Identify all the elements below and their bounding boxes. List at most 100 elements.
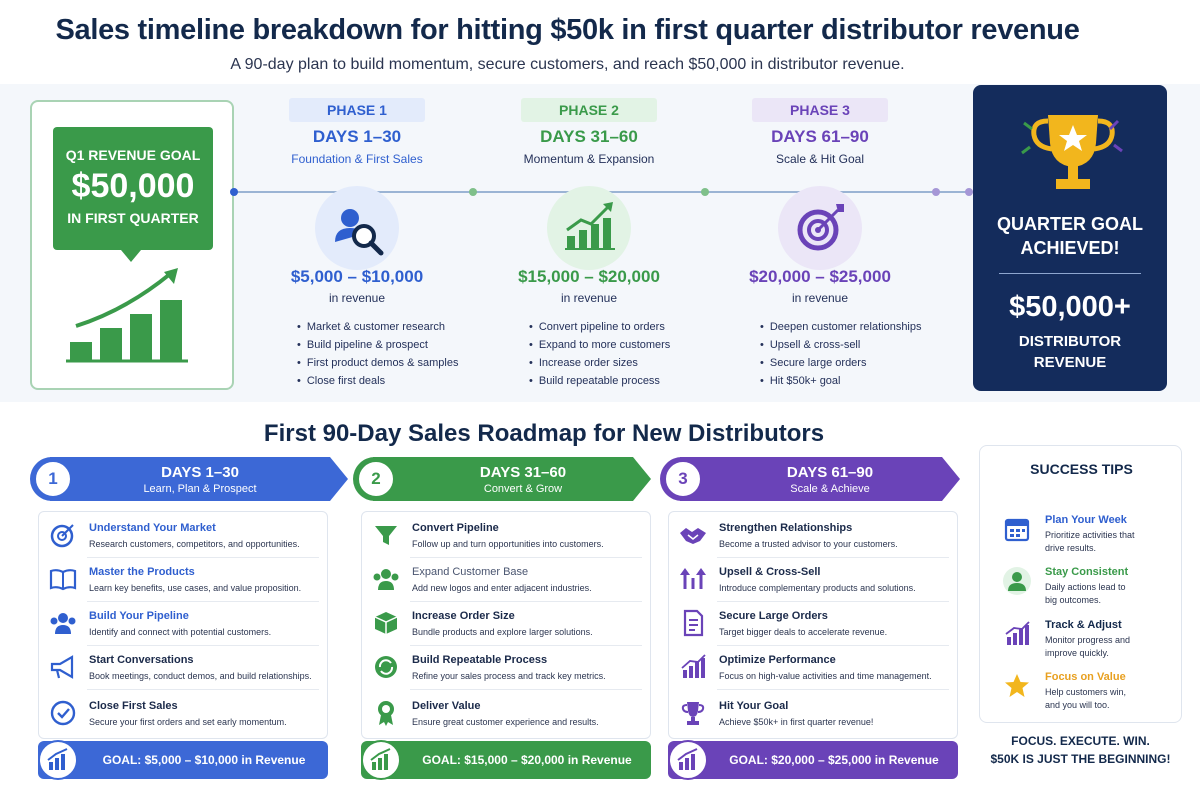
growth-bars-icon: [547, 186, 631, 270]
star-icon: [1005, 674, 1029, 697]
roadmap-days: DAYS 1–30: [161, 464, 239, 481]
phase-bullet-list: Deepen customer relationships Upsell & c…: [760, 318, 940, 390]
list-item: Strengthen Relationships Become a truste…: [669, 514, 959, 558]
roadmap-days: DAYS 31–60: [479, 464, 567, 481]
divider: [87, 689, 319, 690]
roadmap-banner: 1 DAYS 1–30 Learn, Plan & Prospect: [30, 457, 350, 501]
item-title: Upsell & Cross-Sell: [719, 566, 821, 578]
item-desc: Focus on high-value activities and time …: [719, 671, 932, 681]
person-icon: [1003, 567, 1031, 595]
item-title: Hit Your Goal: [719, 700, 789, 712]
goal-label: Q1 REVENUE GOAL: [65, 147, 201, 163]
item-desc: Add new logos and enter adjacent industr…: [412, 583, 592, 593]
tip-title: Stay Consistent: [1045, 566, 1129, 578]
divider: [999, 273, 1141, 274]
achieve-title-line: QUARTER GOAL: [997, 214, 1143, 234]
chart-icon: [1005, 621, 1030, 645]
phase-bullet: Secure large orders: [760, 354, 940, 372]
phase-bullet: Deepen customer relationships: [760, 318, 940, 336]
phase-bullet: Close first deals: [297, 372, 477, 390]
roadmap-days: DAYS 61–90: [786, 464, 874, 481]
phase-bullet: Upsell & cross-sell: [760, 336, 940, 354]
chart-icon: [681, 654, 706, 678]
item-desc: Refine your sales process and track key …: [412, 671, 606, 681]
achieve-title-line: ACHIEVED!: [1020, 238, 1120, 258]
roadmap-sub: Convert & Grow: [483, 483, 563, 495]
roadmap-goal-text: GOAL: $15,000 – $20,000 in Revenue: [422, 753, 632, 767]
item-title: Strengthen Relationships: [719, 522, 853, 534]
phase-pill: PHASE 1: [289, 98, 425, 122]
list-item: Close First Sales Secure your first orde…: [39, 692, 329, 736]
list-item: Build Repeatable Process Refine your sal…: [362, 646, 652, 690]
quarter-goal-achieved-card: QUARTER GOAL ACHIEVED! $50,000+ DISTRIBU…: [973, 85, 1167, 391]
success-tips-panel: SUCCESS TIPS Plan Your Week Prioritize a…: [979, 445, 1182, 723]
list-item: Increase Order Size Bundle products and …: [362, 602, 652, 646]
funnel-icon: [375, 526, 397, 545]
tip-desc: Monitor progress and improve quickly.: [1045, 634, 1175, 660]
divider: [717, 689, 949, 690]
divider: [717, 601, 949, 602]
item-desc: Secure your first orders and set early m…: [89, 717, 287, 727]
box-icon: [374, 612, 398, 634]
phase-revenue-range: $15,000 – $20,000: [518, 267, 660, 286]
growth-chart-icon: [66, 268, 188, 363]
trophy-icon: [1021, 115, 1123, 189]
divider: [410, 557, 642, 558]
phase-bullet: Market & customer research: [297, 318, 477, 336]
item-title: Expand Customer Base: [412, 566, 529, 578]
phase-days: DAYS 31–60: [540, 127, 638, 146]
roadmap-list: Convert Pipeline Follow up and turn oppo…: [361, 511, 651, 739]
roadmap-goal-text: GOAL: $5,000 – $10,000 in Revenue: [102, 753, 306, 767]
phase-pill: PHASE 3: [752, 98, 888, 122]
phase-revenue-range: $20,000 – $25,000: [749, 267, 891, 286]
list-item: Master the Products Learn key benefits, …: [39, 558, 329, 602]
tip-desc-line: and you will too.: [1045, 700, 1110, 710]
roadmap-sub: Scale & Achieve: [790, 483, 870, 495]
calendar-icon: [1004, 518, 1030, 542]
achieve-amount: $50,000+: [1009, 291, 1131, 323]
list-item: Hit Your Goal Achieve $50k+ in first qua…: [669, 692, 959, 736]
phase-2: PHASE 2 DAYS 31–60 Momentum & Expansion …: [489, 98, 689, 387]
tip-title: Focus on Value: [1045, 671, 1126, 683]
phase-bullet: Build pipeline & prospect: [297, 336, 477, 354]
timeline-dot: [932, 188, 940, 196]
divider: [717, 557, 949, 558]
roadmap-sub: Learn, Plan & Prospect: [143, 483, 257, 495]
item-title: Start Conversations: [89, 654, 194, 666]
item-title: Understand Your Market: [89, 522, 216, 534]
tip-item: Track & Adjust Monitor progress and impr…: [980, 617, 1183, 669]
list-item: Expand Customer Base Add new logos and e…: [362, 558, 652, 602]
list-item: Build Your Pipeline Identify and connect…: [39, 602, 329, 646]
roadmap-goal-bar: GOAL: $15,000 – $20,000 in Revenue: [361, 740, 651, 780]
target-icon: [50, 524, 74, 548]
phase-revenue-range: $5,000 – $10,000: [290, 267, 424, 286]
tip-desc-line: Prioritize activities that: [1045, 530, 1135, 540]
timeline-dot: [965, 188, 973, 196]
achieve-title: QUARTER GOAL ACHIEVED!: [973, 212, 1167, 260]
divider: [410, 689, 642, 690]
chart-icon: [38, 740, 78, 780]
handshake-icon: [680, 528, 706, 544]
tip-desc-line: improve quickly.: [1045, 648, 1109, 658]
phase-desc: Scale & Hit Goal: [775, 152, 865, 166]
tip-desc-line: Help customers win,: [1045, 687, 1127, 697]
page-title: Sales timeline breakdown for hitting $50…: [55, 14, 1080, 46]
divider: [717, 645, 949, 646]
phase-bullet: Hit $50k+ goal: [760, 372, 940, 390]
achieve-sub: DISTRIBUTOR REVENUE: [973, 331, 1167, 373]
tip-desc-line: drive results.: [1045, 543, 1097, 553]
book-icon: [49, 569, 77, 591]
target-icon: [778, 186, 862, 270]
item-title: Master the Products: [89, 566, 195, 578]
divider: [87, 557, 319, 558]
phase-bullet: Build repeatable process: [529, 372, 709, 390]
tip-desc-line: Monitor progress and: [1045, 635, 1131, 645]
tip-title: Track & Adjust: [1045, 619, 1122, 631]
people-icon: [50, 613, 76, 634]
tip-title: Plan Your Week: [1045, 514, 1127, 526]
item-desc: Follow up and turn opportunities into cu…: [412, 539, 604, 549]
achieve-sub-line: REVENUE: [1033, 354, 1107, 371]
megaphone-icon: [50, 655, 74, 679]
phase-desc: Foundation & First Sales: [291, 152, 423, 166]
roadmap-list: Understand Your Market Research customer…: [38, 511, 328, 739]
